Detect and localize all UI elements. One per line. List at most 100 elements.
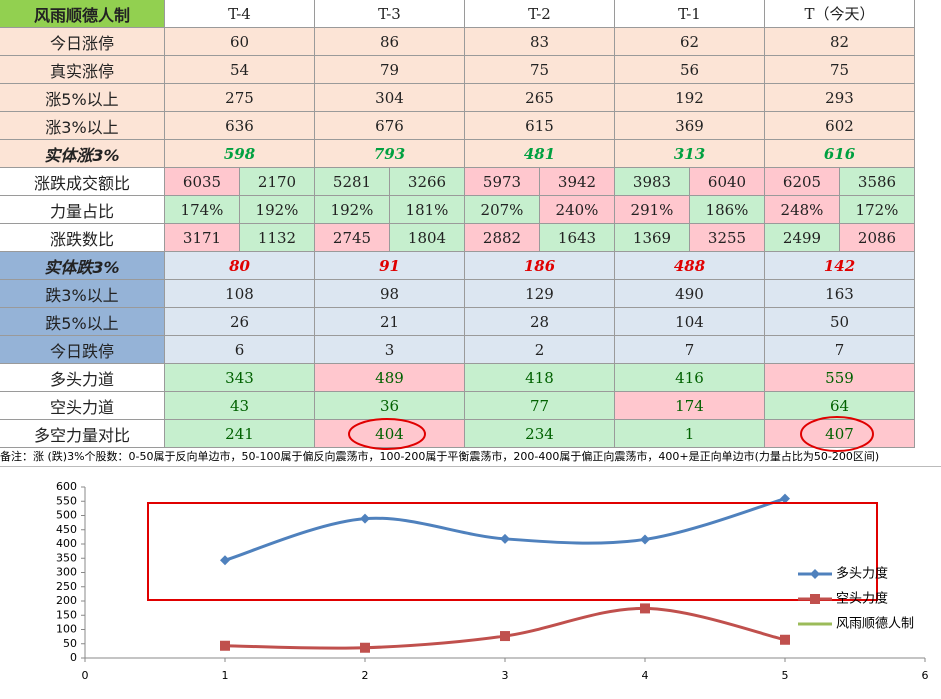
data-cell: 192%	[315, 196, 390, 224]
data-cell: 616	[765, 140, 915, 168]
data-cell: 404	[315, 420, 465, 448]
data-cell: 64	[765, 392, 915, 420]
series-line	[224, 497, 786, 562]
header-cell: T-4	[165, 0, 315, 28]
data-cell: 6205	[765, 168, 840, 196]
x-tick-label: 1	[222, 669, 229, 682]
point-marker	[360, 513, 370, 524]
data-cell: 192	[615, 84, 765, 112]
data-cell: 56	[615, 56, 765, 84]
data-cell: 77	[465, 392, 615, 420]
data-cell: 293	[765, 84, 915, 112]
x-tick-label: 4	[642, 669, 649, 682]
data-cell: 6040	[690, 168, 765, 196]
data-cell: 676	[315, 112, 465, 140]
data-cell: 1	[615, 420, 765, 448]
data-cell: 313	[615, 140, 765, 168]
data-cell: 80	[165, 252, 315, 280]
point-marker	[220, 555, 230, 566]
legend-marker	[810, 569, 820, 579]
data-cell: 265	[465, 84, 615, 112]
data-cell: 489	[315, 364, 465, 392]
data-cell: 407	[765, 420, 915, 448]
row-label: 跌3%以上	[0, 280, 165, 308]
data-cell: 5973	[465, 168, 540, 196]
data-cell: 28	[465, 308, 615, 336]
data-cell: 3255	[690, 224, 765, 252]
y-tick-label: 150	[56, 608, 77, 621]
row-label: 涨跌数比	[0, 224, 165, 252]
point-marker	[500, 631, 510, 642]
x-tick-label: 2	[362, 669, 369, 682]
data-cell: 304	[315, 84, 465, 112]
data-cell: 6	[165, 336, 315, 364]
data-cell: 241	[165, 420, 315, 448]
data-cell: 488	[615, 252, 765, 280]
data-cell: 3983	[615, 168, 690, 196]
data-cell: 3942	[540, 168, 615, 196]
header-cell: T-2	[465, 0, 615, 28]
point-marker	[500, 533, 510, 544]
data-cell: 490	[615, 280, 765, 308]
data-cell: 240%	[540, 196, 615, 224]
data-cell: 2086	[840, 224, 915, 252]
series-line	[224, 606, 786, 650]
row-label: 实体涨3%	[0, 140, 165, 168]
data-cell: 98	[315, 280, 465, 308]
data-cell: 172%	[840, 196, 915, 224]
y-tick-label: 450	[56, 523, 77, 536]
header-cell: 风雨顺德人制	[0, 0, 165, 28]
data-cell: 1804	[390, 224, 465, 252]
data-cell: 793	[315, 140, 465, 168]
y-tick-label: 550	[56, 494, 77, 507]
y-tick-label: 200	[56, 594, 77, 607]
data-cell: 207%	[465, 196, 540, 224]
data-cell: 3171	[165, 224, 240, 252]
data-cell: 248%	[765, 196, 840, 224]
data-cell: 7	[615, 336, 765, 364]
data-cell: 369	[615, 112, 765, 140]
data-cell: 82	[765, 28, 915, 56]
data-cell: 108	[165, 280, 315, 308]
y-tick-label: 300	[56, 566, 77, 579]
data-cell: 7	[765, 336, 915, 364]
highlight-box	[147, 502, 878, 601]
data-cell: 181%	[390, 196, 465, 224]
y-tick-label: 350	[56, 551, 77, 564]
data-cell: 129	[465, 280, 615, 308]
data-cell: 416	[615, 364, 765, 392]
data-cell: 26	[165, 308, 315, 336]
data-cell: 60	[165, 28, 315, 56]
data-cell: 21	[315, 308, 465, 336]
data-cell: 3586	[840, 168, 915, 196]
legend-label: 多头力度	[836, 566, 888, 582]
row-label: 空头力道	[0, 392, 165, 420]
row-label: 多空力量对比	[0, 420, 165, 448]
x-tick-label: 3	[502, 669, 509, 682]
data-cell: 2499	[765, 224, 840, 252]
data-cell: 174%	[165, 196, 240, 224]
y-tick-label: 600	[56, 480, 77, 493]
point-marker	[640, 603, 650, 614]
data-cell: 615	[465, 112, 615, 140]
data-cell: 2170	[240, 168, 315, 196]
data-cell: 142	[765, 252, 915, 280]
data-cell: 50	[765, 308, 915, 336]
data-cell: 43	[165, 392, 315, 420]
row-label: 跌5%以上	[0, 308, 165, 336]
data-cell: 559	[765, 364, 915, 392]
data-cell: 2745	[315, 224, 390, 252]
x-tick-label: 0	[82, 669, 89, 682]
data-cell: 75	[765, 56, 915, 84]
data-cell: 5281	[315, 168, 390, 196]
header-cell: T（今天）	[765, 0, 915, 28]
header-cell: T-3	[315, 0, 465, 28]
row-label: 力量占比	[0, 196, 165, 224]
row-label: 真实涨停	[0, 56, 165, 84]
row-label: 涨跌成交额比	[0, 168, 165, 196]
data-cell: 174	[615, 392, 765, 420]
legend-label: 空头力度	[836, 591, 888, 607]
data-cell: 192%	[240, 196, 315, 224]
